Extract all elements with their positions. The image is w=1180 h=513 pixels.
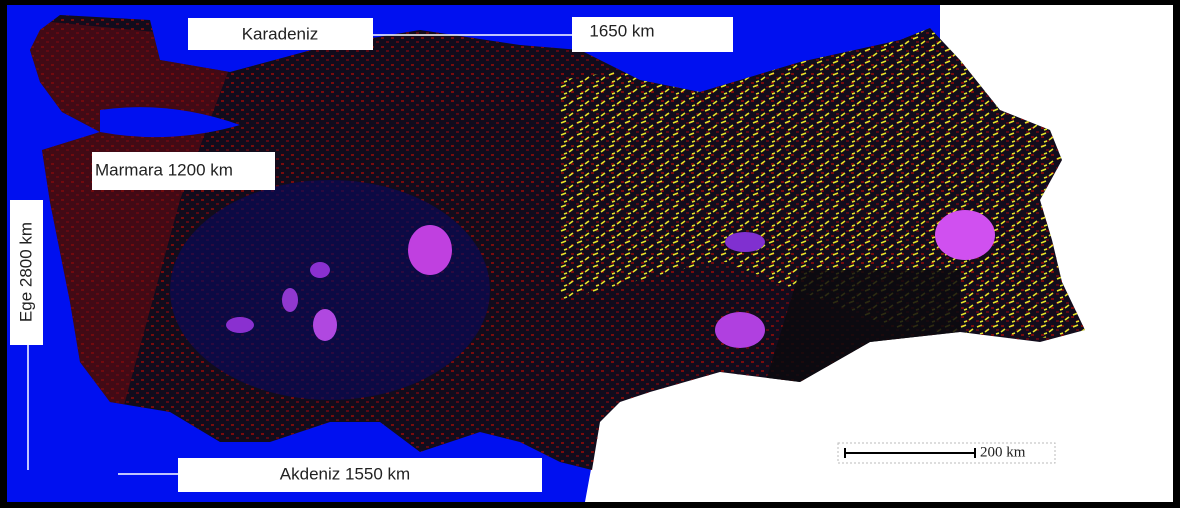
mediterranean-label: Akdeniz 1550 km: [280, 464, 410, 483]
aegean-label: Ege 2800 km: [16, 222, 35, 322]
scale-label: 200 km: [980, 444, 1026, 460]
map: Karadeniz 1650 km Marmara 1200 km Ege 28…: [0, 0, 1180, 508]
marmara-label: Marmara 1200 km: [95, 160, 233, 179]
black-sea-length: 1650 km: [589, 21, 654, 40]
black-sea-label: Karadeniz: [242, 24, 319, 43]
